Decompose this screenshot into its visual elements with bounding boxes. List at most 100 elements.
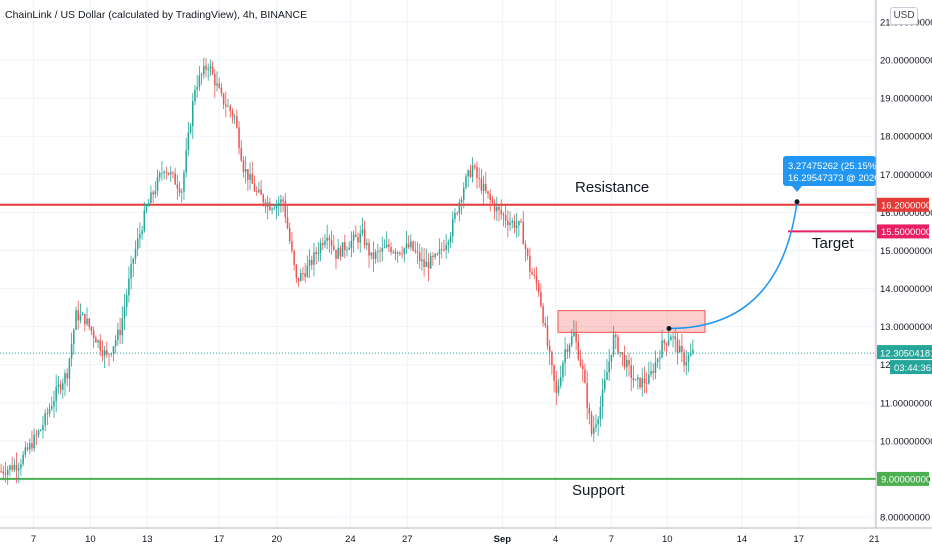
candle-body [597,419,599,425]
y-axis[interactable]: 8.00000000 9.00000000 10.00000000 11.000000… [875,0,932,528]
candle-body [249,173,251,180]
candle-body [557,385,560,393]
candle-body [551,351,553,366]
current-price-tag [877,345,932,360]
candle-body [218,83,220,88]
candle-body [513,221,516,228]
candle-body [542,305,544,324]
candle-body [114,340,117,347]
candle-body [145,206,148,211]
x-axis[interactable]: 7 10 13 17 20 24 27 Sep 4 7 10 14 17 21 [0,527,932,545]
candle-body [154,190,157,195]
candle-body [81,313,84,316]
candle-body [458,202,461,214]
candle-body [247,168,249,180]
candle-body [621,352,624,355]
candle-body [529,255,531,273]
resistance-price-tag [877,197,929,212]
candle-body [231,111,234,117]
candle-body [200,74,203,76]
candle-body [474,165,476,168]
candle-body [198,75,201,88]
candle-body [156,177,159,191]
candle-body [174,173,176,185]
candle-body [335,249,337,259]
candle-body [117,329,119,341]
candle-body [540,291,542,306]
candle-body [70,344,73,359]
candle-body [216,83,218,86]
candle-body [128,278,130,296]
candle-body [524,244,527,249]
candle-body [344,242,346,251]
candle-body [401,253,403,255]
candle-body [374,251,377,259]
candle-body [681,345,683,352]
candle-body [377,251,379,253]
candle-body [284,201,287,218]
candle-body [291,240,293,251]
candle-body [17,468,20,471]
candle-body [2,471,5,474]
candle-body [511,221,514,223]
candle-body [526,248,529,256]
candle-body [352,234,355,241]
candle-body [643,378,646,384]
candle-body [363,229,366,246]
candle-body [194,89,196,102]
y-tick-label: 16.00000000 [880,208,932,219]
candle-body [615,334,617,337]
candle-body [628,359,630,366]
candle-body [121,318,124,336]
candle-body [667,340,670,345]
x-tick-label: 14 [737,534,748,545]
candle-body [460,199,463,203]
candle-body [103,350,106,356]
candle-body [333,246,335,250]
candle-body [383,247,386,248]
candle-body [388,244,390,248]
y-tick-label: 17.00000000 [880,170,932,181]
candle-body [670,336,672,341]
candle-body [661,340,663,358]
candle-body [687,355,690,362]
candle-body [588,407,591,414]
candle-body [564,349,566,363]
candle-body [454,212,456,219]
x-tick-label: 17 [214,534,225,545]
candle-body [619,352,621,353]
candle-body [546,325,549,346]
candle-body [692,349,694,354]
y-tick-label: 11.00000000 [880,398,932,409]
candle-body [553,365,555,381]
support-price-label: 9.00000000 [881,474,931,485]
candle-body [531,272,533,275]
candle-body [4,473,7,475]
candle-body [416,251,419,253]
candle-body [566,349,569,352]
candle-body [590,413,593,434]
candle-body [220,87,223,94]
candle-body [520,220,522,222]
candle-body [255,191,258,193]
currency-button[interactable]: USD [890,7,918,25]
candle-body [507,220,509,226]
candle-body [436,254,439,255]
measure-line-2: 16.29547373 @ 2020-09-17 [788,173,907,184]
candle-body [330,240,333,247]
candle-body [26,447,29,450]
candle-body [53,400,55,407]
candle-body [189,126,192,133]
candle-body [35,434,38,436]
candle-body [266,202,269,207]
candle-body [467,170,469,177]
candle-body [537,283,540,292]
candle-body [251,173,254,184]
x-tick-label: 7 [31,534,36,545]
candle-body [15,464,18,471]
candle-body [9,465,11,470]
candle-body [482,184,485,191]
candle-body [617,336,619,353]
candle-body [595,424,597,428]
